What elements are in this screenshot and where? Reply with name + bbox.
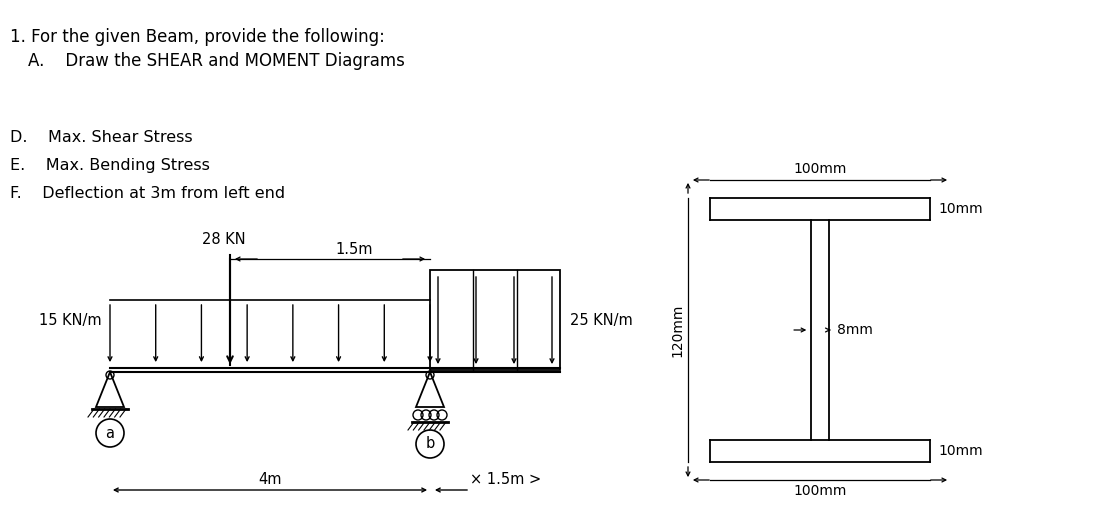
Text: 25 KN/m: 25 KN/m [570,313,632,327]
Text: F.    Deflection at 3m from left end: F. Deflection at 3m from left end [10,186,285,201]
Text: 28 KN: 28 KN [202,232,246,247]
Text: 10mm: 10mm [938,202,983,216]
Text: b: b [425,437,435,451]
Text: 15 KN/m: 15 KN/m [40,313,102,327]
Bar [430,270,560,370]
Text: 1.5m: 1.5m [335,242,372,257]
Text: × 1.5m >: × 1.5m > [470,472,541,487]
Text: D.    Max. Shear Stress: D. Max. Shear Stress [10,130,192,145]
Text: a: a [105,426,114,440]
Text: 100mm: 100mm [794,484,847,498]
Text: 10mm: 10mm [938,444,983,458]
Text: A.    Draw the SHEAR and MOMENT Diagrams: A. Draw the SHEAR and MOMENT Diagrams [29,52,405,70]
Text: 1. For the given Beam, provide the following:: 1. For the given Beam, provide the follo… [10,28,385,46]
Text: 8mm: 8mm [837,323,873,337]
Text: 100mm: 100mm [794,162,847,176]
Text: E.    Max. Bending Stress: E. Max. Bending Stress [10,158,210,173]
Text: 4m: 4m [258,472,282,487]
Text: 120mm: 120mm [670,303,684,357]
